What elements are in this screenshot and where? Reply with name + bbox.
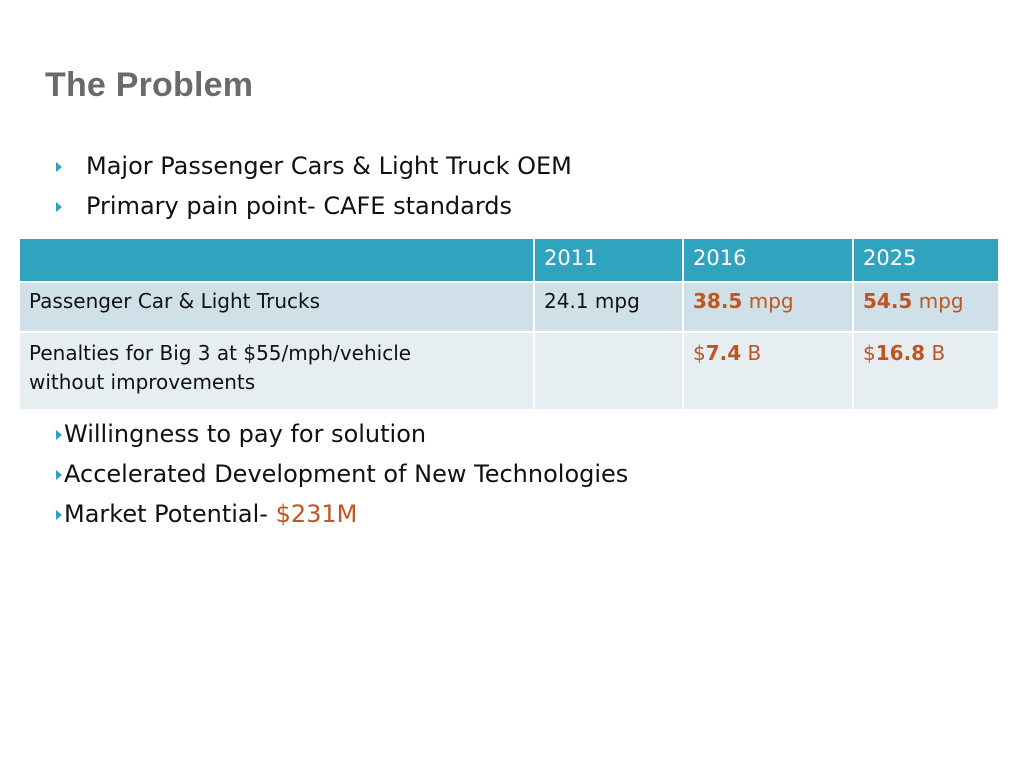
cell-mpg-2011: 24.1 mpg bbox=[533, 281, 684, 333]
table-header-row: 2011 2016 2025 bbox=[18, 237, 1000, 283]
label-line-1: Penalties for Big 3 at $55/mph/vehicle bbox=[29, 341, 412, 365]
header-cell-empty bbox=[18, 237, 535, 283]
bullet-item-oem: Major Passenger Cars & Light Truck OEM bbox=[56, 146, 572, 186]
value-number: 7.4 bbox=[705, 341, 742, 365]
bullet-item-willingness: Willingness to pay for solution bbox=[56, 414, 628, 454]
cafe-standards-table: 2011 2016 2025 Passenger Car & Light Tru… bbox=[18, 237, 1000, 411]
value-unit: mpg bbox=[912, 289, 964, 313]
triangle-bullet-icon bbox=[56, 430, 62, 440]
top-bullet-list: Major Passenger Cars & Light Truck OEM P… bbox=[56, 146, 572, 226]
triangle-bullet-icon bbox=[56, 202, 62, 212]
cell-penalty-2011 bbox=[533, 331, 684, 411]
triangle-bullet-icon bbox=[56, 470, 62, 480]
bottom-bullet-list: Willingness to pay for solution Accelera… bbox=[56, 414, 628, 534]
market-value: $231M bbox=[275, 500, 358, 528]
bullet-text: Primary pain point- CAFE standards bbox=[86, 192, 513, 220]
header-cell-2025: 2025 bbox=[852, 237, 1000, 283]
slide-title: The Problem bbox=[45, 66, 254, 104]
cell-mpg-2016: 38.5 mpg bbox=[682, 281, 854, 333]
value-unit: B bbox=[925, 341, 946, 365]
bullet-text: Accelerated Development of New Technolog… bbox=[64, 460, 629, 488]
currency-symbol: $ bbox=[863, 341, 876, 365]
triangle-bullet-icon bbox=[56, 162, 62, 172]
cell-mpg-2025: 54.5 mpg bbox=[852, 281, 1000, 333]
row-label-mpg: Passenger Car & Light Trucks bbox=[18, 281, 535, 333]
table-row: Passenger Car & Light Trucks 24.1 mpg 38… bbox=[18, 281, 1000, 333]
triangle-bullet-icon bbox=[56, 510, 62, 520]
label-line-2: without improvements bbox=[29, 370, 256, 394]
table-row: Penalties for Big 3 at $55/mph/vehicle wi… bbox=[18, 331, 1000, 411]
bullet-text: Major Passenger Cars & Light Truck OEM bbox=[86, 152, 572, 180]
bullet-item-development: Accelerated Development of New Technolog… bbox=[56, 454, 628, 494]
header-cell-2011: 2011 bbox=[533, 237, 684, 283]
bullet-item-pain-point: Primary pain point- CAFE standards bbox=[56, 186, 572, 226]
currency-symbol: $ bbox=[693, 341, 706, 365]
row-label-penalties: Penalties for Big 3 at $55/mph/vehicle wi… bbox=[18, 331, 535, 411]
bullet-text: Willingness to pay for solution bbox=[64, 420, 427, 448]
value-number: 16.8 bbox=[875, 341, 926, 365]
value-unit: mpg bbox=[742, 289, 794, 313]
cell-penalty-2016: $7.4 B bbox=[682, 331, 854, 411]
header-cell-2016: 2016 bbox=[682, 237, 854, 283]
bullet-text: Market Potential- bbox=[64, 500, 276, 528]
value-number: 38.5 bbox=[693, 289, 743, 313]
cell-penalty-2025: $16.8 B bbox=[852, 331, 1000, 411]
bullet-item-market: Market Potential- $231M bbox=[56, 494, 628, 534]
value-unit: B bbox=[741, 341, 762, 365]
value-number: 54.5 bbox=[863, 289, 913, 313]
